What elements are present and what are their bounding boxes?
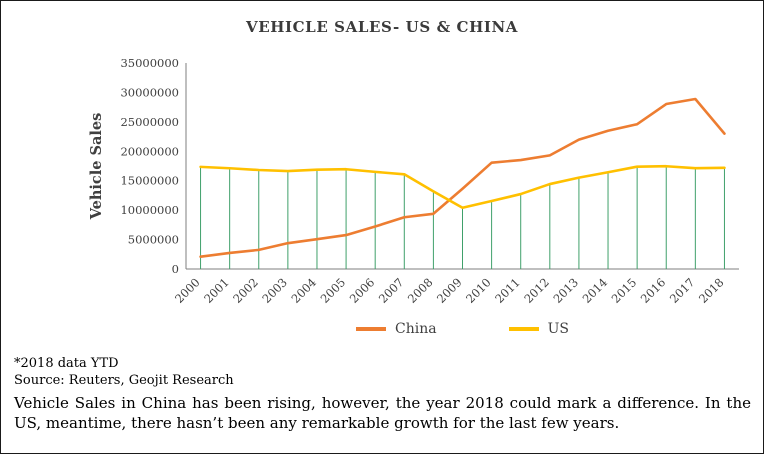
y-axis-title: Vehicle Sales bbox=[88, 113, 105, 221]
x-tick-label: 2006 bbox=[347, 275, 378, 306]
y-tick-label: 30000000 bbox=[120, 85, 179, 99]
us-line-swatch bbox=[508, 327, 539, 331]
chart-title: VEHICLE SALES- US & CHINA bbox=[245, 18, 519, 36]
x-tick-label: 2016 bbox=[638, 275, 669, 306]
x-tick-label: 2012 bbox=[521, 275, 552, 306]
legend-label-china: China bbox=[395, 321, 437, 337]
series-line-china bbox=[199, 97, 726, 258]
x-tick-label: 2005 bbox=[318, 275, 349, 306]
x-tick-label: 2007 bbox=[376, 275, 407, 306]
x-tick-label: 2002 bbox=[230, 275, 261, 306]
x-tick-label: 2017 bbox=[667, 275, 698, 306]
footnote-ytd: *2018 data YTD bbox=[14, 356, 119, 371]
x-tick-label: 2011 bbox=[492, 275, 523, 306]
x-tick-label: 2015 bbox=[609, 275, 640, 306]
y-tick-label: 35000000 bbox=[120, 56, 179, 70]
x-tick-label: 2008 bbox=[405, 275, 436, 306]
y-tick-label: 10000000 bbox=[120, 203, 179, 217]
x-tick-label: 2013 bbox=[550, 275, 581, 306]
x-tick-label: 2018 bbox=[696, 275, 727, 306]
x-tick-label: 2009 bbox=[434, 275, 465, 306]
legend-item-us: US bbox=[508, 321, 569, 337]
x-tick-label: 2003 bbox=[259, 275, 290, 306]
y-tick-label: 15000000 bbox=[120, 174, 179, 188]
x-tick-label: 2001 bbox=[201, 275, 232, 306]
y-tick-label: 20000000 bbox=[120, 144, 179, 158]
x-tick-label: 2014 bbox=[580, 275, 611, 306]
x-tick-label: 2000 bbox=[172, 275, 203, 306]
chart-legend: China US bbox=[186, 321, 739, 337]
y-tick-label: 5000000 bbox=[128, 233, 179, 247]
series-line-us bbox=[199, 164, 726, 210]
footnote-source: Source: Reuters, Geojit Research bbox=[14, 372, 234, 388]
footnotes: *2018 data YTD Source: Reuters, Geojit R… bbox=[14, 356, 751, 433]
vehicle-sales-chart: 0 5000000 10000000 15000000 20000000 25000000… bbox=[88, 56, 739, 306]
x-tick-label: 2004 bbox=[288, 275, 319, 306]
legend-label-us: US bbox=[547, 321, 569, 337]
y-tick-label: 0 bbox=[172, 262, 179, 276]
commentary-paragraph: Vehicle Sales in China has been rising, … bbox=[14, 393, 751, 433]
legend-item-china: China bbox=[356, 321, 437, 337]
x-tick-label: 2010 bbox=[463, 275, 494, 306]
y-tick-label: 25000000 bbox=[120, 115, 179, 129]
china-line-swatch bbox=[356, 327, 387, 331]
